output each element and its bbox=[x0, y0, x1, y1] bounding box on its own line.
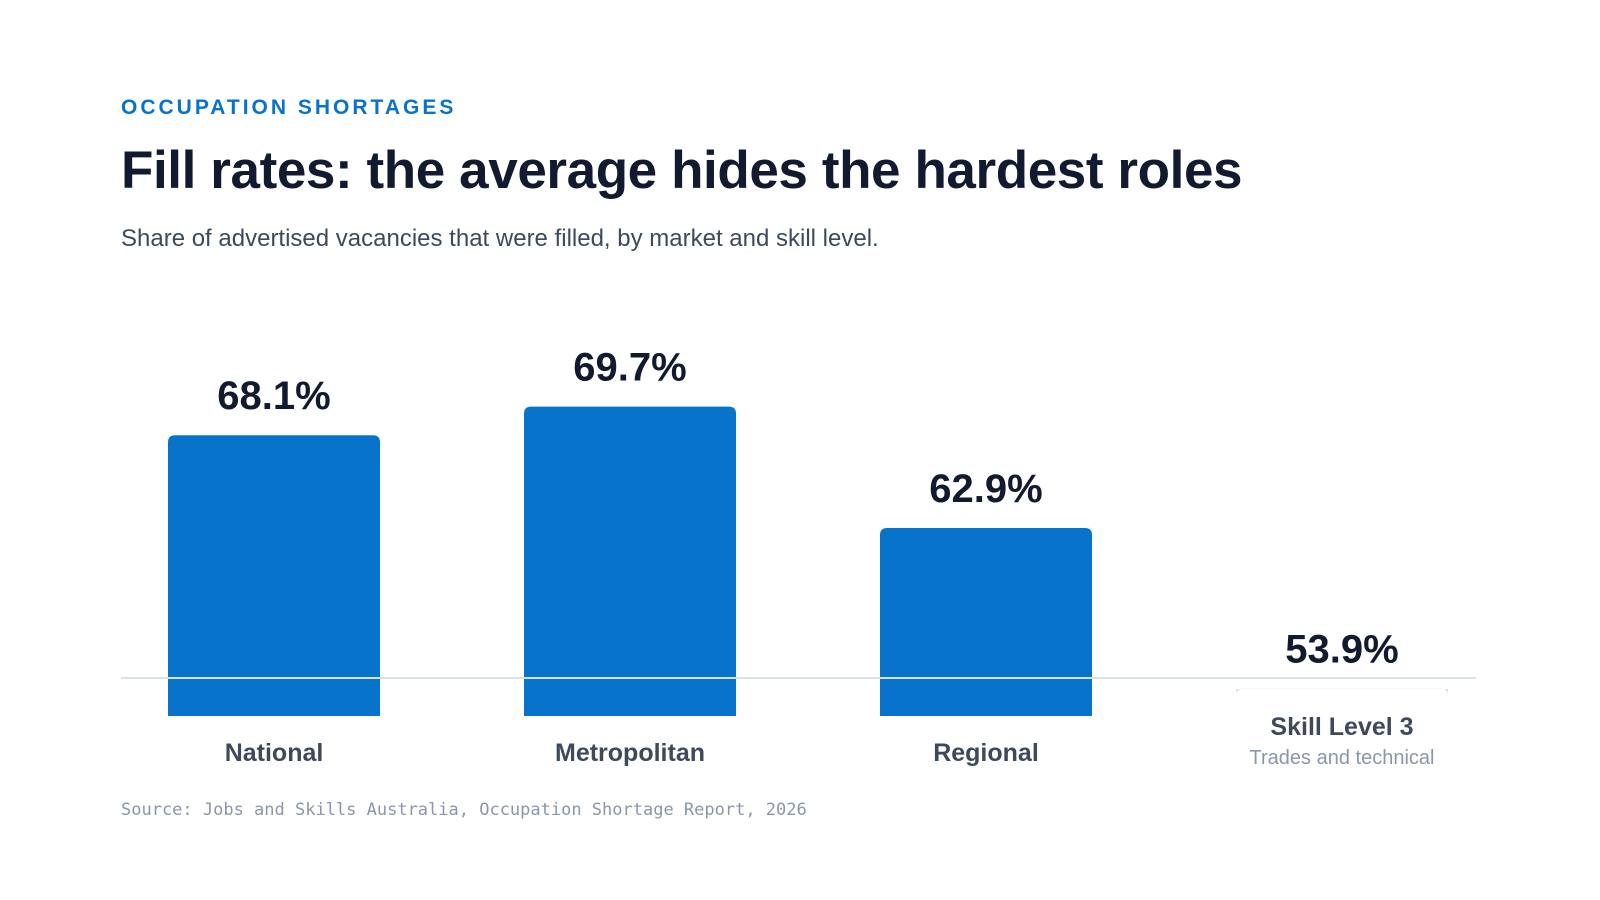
bar-metropolitan bbox=[524, 406, 736, 716]
bar-skill-level-3 bbox=[1236, 688, 1448, 696]
bar-chart: 68.1% National 69.7% Metropolitan 62.9% Regio… bbox=[121, 346, 1476, 769]
value-label: 62.9% bbox=[929, 467, 1042, 511]
chart-eyebrow: OCCUPATION SHORTAGES bbox=[121, 96, 457, 119]
category-label: Metropolitan bbox=[555, 739, 705, 767]
value-label: 68.1% bbox=[217, 374, 330, 418]
category-label: National bbox=[225, 739, 324, 767]
bar-national bbox=[168, 435, 380, 716]
category-label: Regional bbox=[933, 739, 1039, 767]
category-sublabel: Trades and technical bbox=[1250, 747, 1435, 769]
source-note: Source: Jobs and Skills Australia, Occup… bbox=[121, 800, 807, 820]
value-label: 53.9% bbox=[1285, 628, 1398, 672]
value-label: 69.7% bbox=[573, 346, 686, 390]
category-label: Skill Level 3 bbox=[1270, 713, 1413, 741]
bar-regional bbox=[880, 528, 1092, 716]
chart-subtitle: Share of advertised vacancies that were … bbox=[121, 225, 879, 252]
chart-title: Fill rates: the average hides the hardes… bbox=[121, 141, 1243, 200]
